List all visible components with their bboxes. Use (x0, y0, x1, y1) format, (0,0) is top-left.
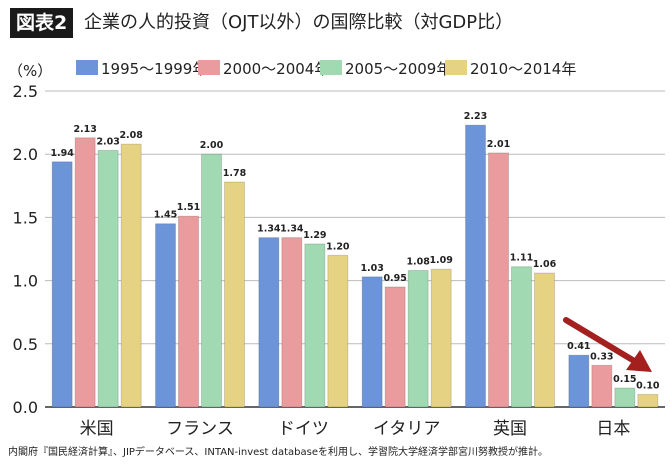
bar (568, 354, 590, 408)
bar (614, 387, 636, 408)
bar (74, 137, 96, 408)
legend-swatch (198, 60, 220, 75)
legend-swatch (320, 60, 342, 75)
bar (51, 161, 73, 408)
bar (591, 364, 613, 408)
x-tick-label: イタリア (373, 419, 440, 439)
data-label: 2.08 (119, 130, 143, 141)
bar (511, 266, 532, 408)
source-note: 内閣府『国民経済計算』、JIPデータベース、INTAN-invest datab… (8, 447, 548, 458)
trend-arrow-shaft (563, 317, 639, 365)
bar (327, 254, 349, 408)
legend-label: 2010〜2014年 (470, 60, 576, 78)
trend-arrow-head (626, 350, 652, 372)
x-tick-label: 日本 (596, 419, 630, 439)
legend-label: 2005〜2009年 (345, 60, 451, 78)
legend-swatch (76, 60, 98, 75)
data-label: 0.33 (590, 351, 613, 362)
figure-label: 図表2 (10, 8, 74, 38)
data-label: 1.03 (360, 263, 383, 274)
y-tick-label: 0.0 (13, 398, 38, 417)
x-tick-label: 米国 (80, 419, 114, 439)
bar (430, 268, 452, 408)
data-label: 1.08 (406, 256, 430, 267)
bar (224, 181, 245, 408)
data-label: 1.45 (154, 210, 177, 221)
data-label: 1.51 (177, 202, 200, 213)
data-label: 2.01 (487, 139, 510, 150)
bar (407, 269, 429, 408)
data-label: 2.00 (200, 140, 224, 151)
data-label: 1.11 (510, 253, 533, 264)
y-tick-label: 1.0 (13, 272, 38, 291)
data-label: 2.13 (73, 124, 96, 135)
legend-label: 2000〜2004年 (223, 60, 329, 78)
data-label: 1.34 (257, 224, 281, 235)
data-label: 2.23 (464, 111, 487, 122)
legend-label: 1995〜1999年 (101, 60, 207, 78)
bar (97, 149, 119, 408)
data-label: 0.41 (567, 341, 590, 352)
bar (281, 237, 303, 408)
bar (155, 223, 176, 408)
data-label: 1.09 (429, 255, 452, 266)
bar (120, 143, 142, 408)
bar (534, 272, 555, 408)
x-tick-label: ドイツ (278, 419, 329, 439)
data-label: 1.06 (533, 259, 557, 270)
data-label: 1.20 (326, 241, 350, 252)
data-label: 1.94 (50, 148, 74, 159)
bar (488, 152, 509, 408)
y-tick-label: 2.5 (13, 82, 38, 101)
bar (258, 237, 280, 408)
data-label: 0.95 (383, 273, 406, 284)
x-tick-label: フランス (166, 419, 234, 439)
data-label: 1.34 (280, 224, 304, 235)
bar (384, 286, 406, 408)
data-label: 1.78 (223, 168, 247, 179)
bar (361, 276, 383, 408)
y-axis-label: （%） (8, 62, 52, 80)
bar (465, 124, 486, 408)
data-label: 0.15 (613, 374, 636, 385)
y-tick-label: 2.0 (13, 145, 38, 164)
bar (637, 393, 659, 408)
bar (201, 153, 222, 408)
data-label: 2.03 (96, 136, 119, 147)
legend-swatch (445, 60, 467, 75)
bar (304, 243, 326, 408)
chart-title: 企業の人的投資（OJT以外）の国際比較（対GDP比） (84, 12, 514, 33)
data-label: 1.29 (303, 230, 326, 241)
y-tick-label: 0.5 (13, 335, 38, 354)
y-tick-label: 1.5 (13, 208, 38, 227)
bar (178, 215, 199, 408)
x-tick-label: 英国 (493, 419, 527, 439)
data-label: 0.10 (636, 380, 660, 391)
